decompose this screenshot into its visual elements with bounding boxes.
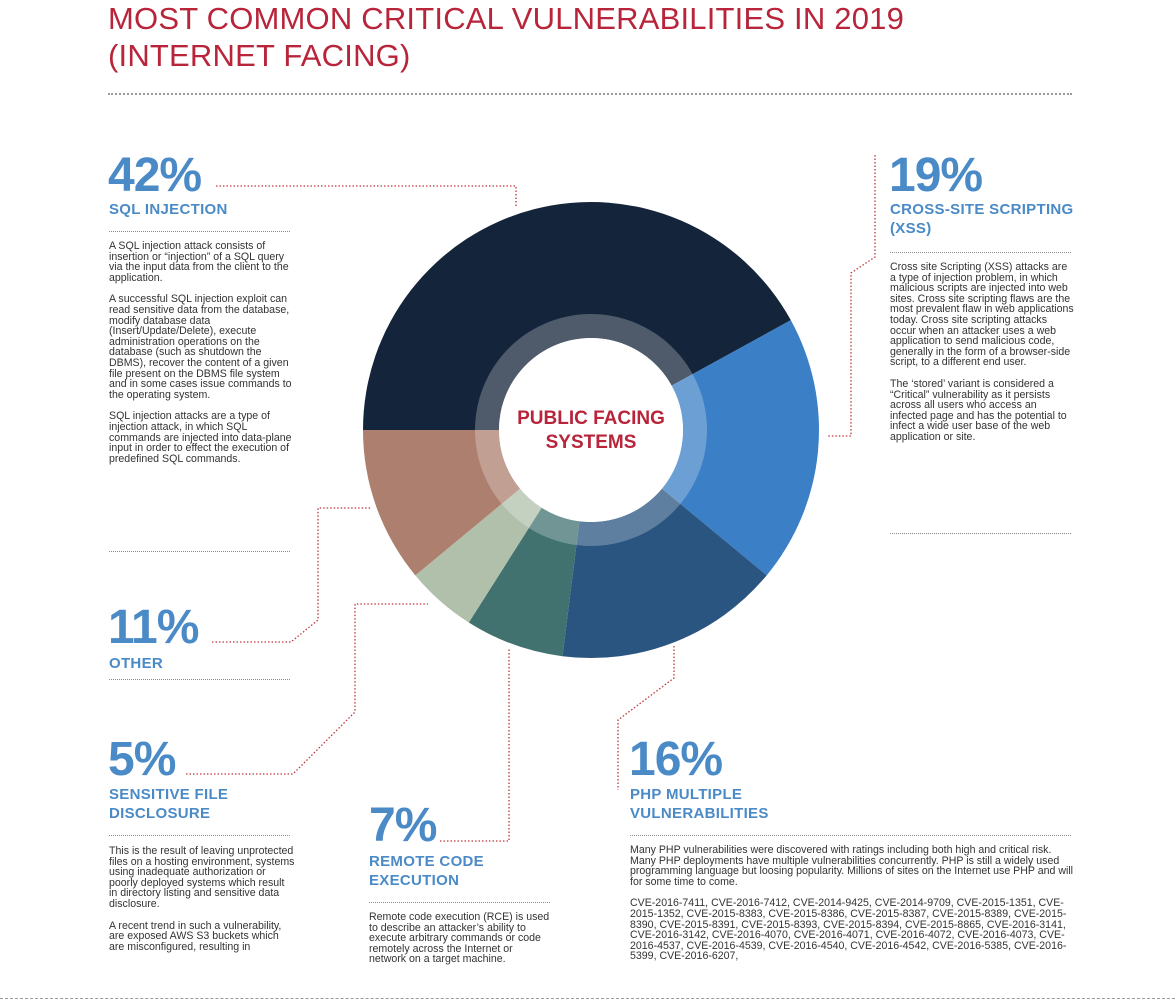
- slice-sensitive: [415, 488, 542, 623]
- page-title: MOST COMMON CRITICAL VULNERABILITIES IN …: [108, 0, 1108, 74]
- php-percent: 16%: [629, 733, 723, 786]
- leader-line-rce: [440, 648, 510, 842]
- slice-other: [363, 430, 521, 576]
- leader-line-sensitive: [186, 603, 428, 775]
- php-label-line-1: PHP MULTIPLE: [630, 786, 743, 803]
- php-label: PHP MULTIPLE VULNERABILITIES: [630, 785, 769, 823]
- sql-percent: 42%: [108, 149, 202, 202]
- rce-label: REMOTE CODE EXECUTION: [369, 852, 484, 890]
- sensitive-label-line-1: SENSITIVE FILE: [109, 786, 229, 803]
- slice-xss: [661, 320, 819, 576]
- donut-slices: [363, 201, 819, 658]
- sql-paragraph-2: A successful SQL injection exploit can r…: [109, 293, 292, 401]
- sensitive-label: SENSITIVE FILE DISCLOSURE: [109, 785, 228, 823]
- xss-divider: [890, 252, 1071, 253]
- slice-sql: [363, 201, 791, 430]
- slice-php: [562, 488, 767, 658]
- title-line-2: (INTERNET FACING): [108, 38, 411, 73]
- sql-paragraph-3: SQL injection attacks are a type of inje…: [109, 410, 292, 465]
- xss-percent: 19%: [889, 149, 983, 202]
- sql-divider: [109, 231, 290, 232]
- rce-divider: [369, 902, 550, 903]
- title-line-1: MOST COMMON CRITICAL VULNERABILITIES IN …: [108, 1, 905, 36]
- rce-description: Remote code execution (RCE) is used to d…: [369, 912, 552, 976]
- xss-label-line-2: (XSS): [890, 220, 932, 237]
- sql-description: A SQL injection attack consists of inser…: [109, 241, 293, 475]
- center-label-line-1: PUBLIC FACING: [517, 408, 665, 429]
- sensitive-paragraph-1: This is the result of leaving unprotecte…: [109, 845, 295, 910]
- leader-line-xss: [828, 155, 876, 437]
- php-label-line-2: VULNERABILITIES: [630, 805, 769, 822]
- php-intro: Many PHP vulnerabilities were discovered…: [630, 844, 1074, 888]
- rce-label-line-2: EXECUTION: [369, 872, 460, 889]
- sensitive-label-line-2: DISCLOSURE: [109, 805, 211, 822]
- title-divider: [108, 93, 1072, 95]
- other-divider: [109, 679, 290, 680]
- xss-label: CROSS-SITE SCRIPTING (XSS): [890, 200, 1074, 238]
- xss-label-line-1: CROSS-SITE SCRIPTING: [890, 201, 1074, 218]
- leader-line-other: [212, 507, 372, 643]
- xss-description: Cross site Scripting (XSS) attacks are a…: [890, 262, 1075, 454]
- xss-bottom-divider: [890, 533, 1071, 534]
- xss-paragraph-2: The ‘stored’ variant is considered a “Cr…: [890, 377, 1067, 443]
- donut-hole: [499, 338, 683, 522]
- sensitive-divider: [109, 835, 290, 836]
- sql-bottom-divider: [109, 551, 290, 552]
- other-label: OTHER: [109, 655, 163, 672]
- center-label-line-2: SYSTEMS: [545, 432, 637, 453]
- sensitive-paragraph-2: A recent trend in such a vulnerability, …: [109, 919, 282, 953]
- rce-label-line-1: REMOTE CODE: [369, 853, 484, 870]
- donut-center-label: PUBLIC FACING SYSTEMS: [500, 407, 682, 455]
- xss-paragraph-1: Cross site Scripting (XSS) attacks are a…: [890, 261, 1074, 369]
- php-cve-list: CVE-2016-7411, CVE-2016-7412, CVE-2014-9…: [630, 897, 1067, 963]
- sql-paragraph-1: A SQL injection attack consists of inser…: [109, 240, 289, 284]
- slice-rce: [468, 507, 580, 657]
- sql-label: SQL INJECTION: [109, 201, 228, 218]
- leader-line-sql: [216, 185, 517, 208]
- rce-percent: 7%: [369, 799, 437, 852]
- page-bottom-border: [0, 998, 1175, 999]
- rce-paragraph-1: Remote code execution (RCE) is used to d…: [369, 911, 550, 966]
- sensitive-percent: 5%: [108, 733, 176, 786]
- leader-line-php: [617, 646, 675, 790]
- php-divider: [630, 835, 1071, 836]
- other-percent: 11%: [108, 601, 199, 654]
- php-description: Many PHP vulnerabilities were discovered…: [630, 845, 1075, 973]
- sensitive-description: This is the result of leaving unprotecte…: [109, 846, 295, 963]
